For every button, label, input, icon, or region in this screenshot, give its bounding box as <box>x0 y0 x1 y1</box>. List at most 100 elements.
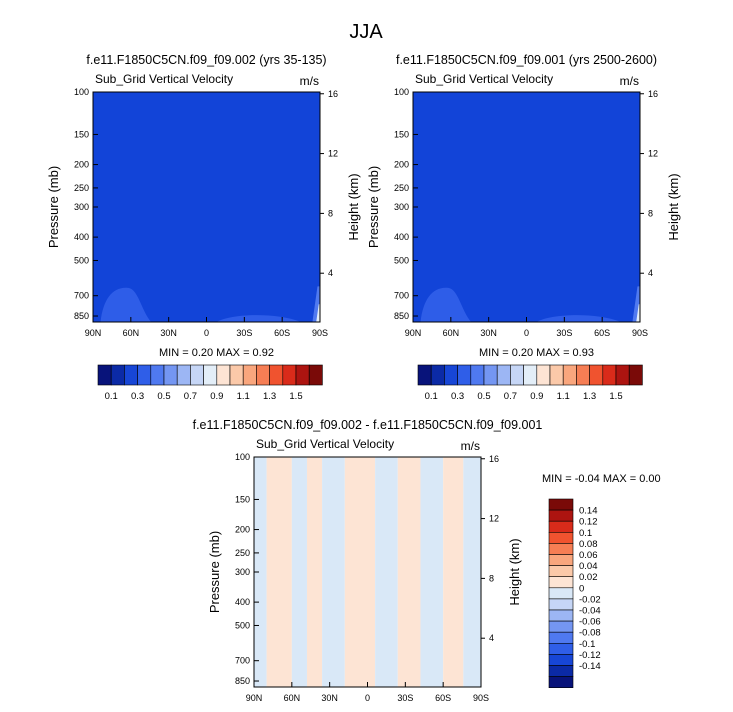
y-tick-label: 200 <box>235 525 250 535</box>
colorbar-label: 0.7 <box>184 391 197 402</box>
colorbar-swatch <box>216 364 231 386</box>
y-tick-label: 250 <box>74 183 89 193</box>
colorbar-swatch <box>548 565 574 577</box>
x-tick-label: 60S <box>435 693 451 703</box>
y2-axis-title: Height (km) <box>507 538 522 605</box>
colorbar-swatch <box>549 364 564 386</box>
colorbar-label: 1.3 <box>263 391 276 402</box>
field-band <box>254 457 267 687</box>
colorbar-swatch <box>496 364 511 386</box>
colorbar-swatch <box>417 364 432 386</box>
colorbar-swatch <box>548 531 574 544</box>
chart-variable-label: Sub_Grid Vertical Velocity <box>95 72 233 86</box>
colorbar-swatch <box>628 364 643 386</box>
y-tick-label: 400 <box>235 597 250 607</box>
chart-panel-3: f.e11.F1850C5CN.f09_f09.002 - f.e11.F185… <box>193 418 661 703</box>
min-max-stats: MIN = 0.20 MAX = 0.93 <box>479 347 594 359</box>
chart-units: m/s <box>300 74 319 88</box>
colorbar-swatch <box>548 598 574 611</box>
colorbar-swatch <box>190 364 204 386</box>
contour-region-south <box>216 315 302 322</box>
y2-tick-label: 4 <box>489 633 494 643</box>
colorbar-label: 0.3 <box>131 391 144 402</box>
colorbar-swatch <box>97 364 112 386</box>
y2-tick-label: 16 <box>489 454 499 464</box>
colorbar-label: -0.04 <box>579 606 601 617</box>
colorbar-swatch <box>470 364 485 386</box>
y-tick-label: 500 <box>74 255 89 265</box>
x-tick-label: 30S <box>556 328 572 338</box>
colorbar-swatch <box>548 631 574 644</box>
y2-axis-title: Height (km) <box>666 173 681 240</box>
colorbar-label: 0.1 <box>579 528 592 539</box>
contour-region-pole-max <box>636 304 640 322</box>
field-band <box>266 457 292 687</box>
colorbar-label: 0.9 <box>530 391 543 402</box>
colorbar-swatch <box>548 554 574 566</box>
colorbar-swatch <box>602 364 617 386</box>
y-tick-label: 500 <box>394 255 409 265</box>
x-tick-label: 90S <box>473 693 489 703</box>
colorbar-label: 0.04 <box>579 561 598 572</box>
x-tick-label: 60N <box>284 693 301 703</box>
y-tick-label: 250 <box>235 548 250 558</box>
colorbar-label: 1.5 <box>609 391 622 402</box>
colorbar-label: 0.14 <box>579 506 598 517</box>
x-tick-label: 30N <box>321 693 338 703</box>
y-tick-label: 200 <box>394 160 409 170</box>
field-band <box>322 457 345 687</box>
colorbar-swatch <box>548 587 574 600</box>
chart-panel-1: f.e11.F1850C5CN.f09_f09.002 (yrs 35-135)… <box>46 53 361 359</box>
colorbar-swatch <box>229 364 244 386</box>
y-tick-label: 850 <box>235 676 250 686</box>
x-tick-label: 0 <box>204 328 209 338</box>
y-axis-title: Pressure (mb) <box>366 166 381 248</box>
x-tick-label: 90N <box>85 328 102 338</box>
colorbar-label: 0 <box>579 583 584 594</box>
colorbar-swatch <box>562 364 577 386</box>
colorbar-swatch <box>576 364 590 386</box>
x-tick-label: 60S <box>594 328 610 338</box>
colorbar-swatch <box>295 364 310 386</box>
colorbar-swatch <box>256 364 270 386</box>
colorbar-label: 0.06 <box>579 550 598 561</box>
x-tick-label: 30S <box>397 693 413 703</box>
y-tick-label: 250 <box>394 183 409 193</box>
x-tick-label: 60N <box>443 328 460 338</box>
x-tick-label: 90S <box>312 328 328 338</box>
colorbar-swatch <box>308 364 323 386</box>
colorbar-swatch <box>548 609 574 622</box>
colorbar-label: 0.7 <box>504 391 517 402</box>
y-tick-label: 400 <box>394 232 409 242</box>
y-tick-label: 300 <box>74 202 89 212</box>
colorbar-swatch <box>548 642 574 655</box>
colorbar-swatch <box>548 543 574 555</box>
y-tick-label: 100 <box>235 452 250 462</box>
y-tick-label: 150 <box>235 494 250 504</box>
y-tick-label: 850 <box>74 311 89 321</box>
y2-tick-label: 4 <box>648 268 653 278</box>
colorbar-label: 0.12 <box>579 517 598 528</box>
y2-tick-label: 12 <box>328 149 338 159</box>
field-band <box>344 457 376 687</box>
contour-region-south <box>536 315 622 322</box>
y-tick-label: 150 <box>74 129 89 139</box>
colorbar-swatch <box>176 364 191 386</box>
chart-panel-2: f.e11.F1850C5CN.f09_f09.001 (yrs 2500-26… <box>366 53 681 359</box>
page-title: JJA <box>349 21 383 43</box>
x-tick-label: 0 <box>365 693 370 703</box>
x-tick-label: 30N <box>480 328 497 338</box>
colorbar-swatch <box>548 620 574 633</box>
colorbar-label: 1.1 <box>237 391 250 402</box>
colorbar-label: 0.5 <box>157 391 170 402</box>
colorbar-swatch <box>163 364 178 386</box>
y-tick-label: 850 <box>394 311 409 321</box>
colorbar-label: 0.08 <box>579 539 598 550</box>
y2-tick-label: 8 <box>489 573 494 583</box>
contour-region-north <box>100 287 152 322</box>
y-tick-label: 100 <box>74 87 89 97</box>
field-band <box>306 457 323 687</box>
x-tick-label: 30N <box>160 328 177 338</box>
colorbar-swatch <box>548 576 574 589</box>
y-tick-label: 700 <box>74 291 89 301</box>
